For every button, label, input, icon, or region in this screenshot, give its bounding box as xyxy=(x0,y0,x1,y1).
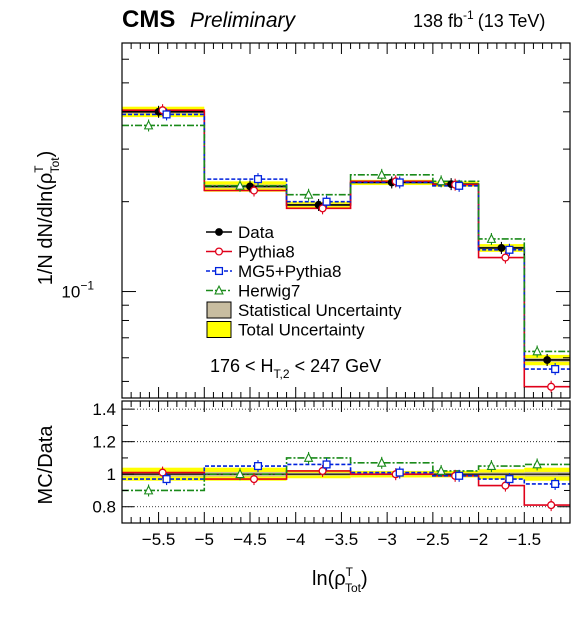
ratio-marker-mg5-pythia8 xyxy=(505,475,514,484)
marker-herwig7 xyxy=(436,175,446,186)
ratio-line-herwig7 xyxy=(122,457,570,492)
ratio-y-tick-label: 0.8 xyxy=(92,498,116,517)
legend-label-data: Data xyxy=(238,223,274,242)
marker-herwig7 xyxy=(235,180,245,190)
ratio-marker-herwig7 xyxy=(436,465,446,475)
marker-mg5-pythia8 xyxy=(455,181,464,190)
ratio-marker-mg5-pythia8 xyxy=(162,475,171,484)
marker-herwig7 xyxy=(486,233,497,243)
marker-pythia8 xyxy=(318,204,327,213)
legend-marker-herwig7 xyxy=(214,284,224,295)
ratio-y-tick-label: 1.2 xyxy=(92,433,116,452)
x-tick-label: −1.5 xyxy=(508,530,542,549)
ratio-y-tick-label: 1 xyxy=(107,465,116,484)
marker-mg5-pythia8 xyxy=(551,365,560,374)
ratio-marker-pythia8 xyxy=(501,481,510,490)
main-plot-frame xyxy=(121,42,571,399)
legend-label-pythia8: Pythia8 xyxy=(238,243,295,262)
marker-mg5-pythia8 xyxy=(505,245,514,254)
luminosity-exponent: -1 xyxy=(463,8,474,22)
marker-mg5-pythia8 xyxy=(253,175,263,184)
ratio-marker-herwig7 xyxy=(143,484,154,495)
ratio-marker-herwig7 xyxy=(532,458,542,469)
ratio-line-mg5-pythia8 xyxy=(122,463,570,485)
ht-range-sub: T,2 xyxy=(274,367,290,381)
ratio-marker-mg5-pythia8 xyxy=(253,462,263,471)
experiment-label: CMS xyxy=(122,6,175,33)
ht-range-lead: 176 < H xyxy=(210,356,274,376)
marker-herwig7 xyxy=(532,345,542,356)
main-y-tick-base: 10 xyxy=(61,283,80,302)
x-tick-label: −2 xyxy=(469,530,488,549)
marker-herwig7 xyxy=(303,189,314,199)
ratio-y-axis-title: MC/Data xyxy=(35,425,57,505)
x-label-close: ) xyxy=(361,568,368,590)
ratio-plot-frame xyxy=(121,400,571,524)
legend-marker-mg5-pythia8 xyxy=(214,266,224,276)
marker-mg5-pythia8 xyxy=(322,197,331,206)
legend-swatch-total-uncertainty xyxy=(206,321,232,338)
x-label-sup: T xyxy=(346,565,354,579)
main-y-tick-label: 10−1 xyxy=(61,279,94,302)
legend-marker-data xyxy=(215,228,223,236)
legend-label-mg5-pythia8: MG5+Pythia8 xyxy=(238,262,341,281)
marker-mg5-pythia8 xyxy=(395,178,404,187)
main-y-tick-exp: −1 xyxy=(80,279,94,293)
ratio-marker-pythia8 xyxy=(249,475,259,484)
ratio-marker-herwig7 xyxy=(376,457,387,467)
marker-pythia8 xyxy=(501,253,510,262)
x-tick-label: −4 xyxy=(286,530,305,549)
legend-marker-pythia8 xyxy=(214,247,224,256)
x-tick-label: −5.5 xyxy=(142,530,176,549)
hist-line-herwig7 xyxy=(122,124,570,353)
ratio-marker-mg5-pythia8 xyxy=(395,468,404,477)
ratio-marker-pythia8 xyxy=(158,468,167,477)
x-label: ln(ρ xyxy=(312,568,346,590)
energy-label: (13 TeV) xyxy=(478,11,546,31)
marker-pythia8 xyxy=(547,382,556,391)
main-y-label-sup: T xyxy=(32,165,46,173)
x-label-sub: Tot xyxy=(345,581,362,595)
x-tick-label: −5 xyxy=(195,530,214,549)
luminosity-value: 138 fb xyxy=(413,11,463,31)
x-tick-label: −3.5 xyxy=(325,530,359,549)
ratio-marker-herwig7 xyxy=(303,452,314,462)
ht-range-tail: < 247 GeV xyxy=(290,356,382,376)
marker-data xyxy=(543,356,552,364)
ht-range-annotation: 176 < HT,2 < 247 GeV xyxy=(210,356,381,381)
main-y-label-sub: Tot xyxy=(48,157,62,174)
marker-mg5-pythia8 xyxy=(162,110,171,119)
luminosity-label: 138 fb-1 (13 TeV) xyxy=(413,8,545,31)
main-y-label: 1/N dN/dln(ρ xyxy=(35,173,57,286)
x-axis-title: ln(ρT Tot) xyxy=(312,565,368,595)
legend-label-total-uncertainty: Total Uncertainty xyxy=(238,321,365,340)
x-tick-label: −4.5 xyxy=(233,530,267,549)
ratio-marker-herwig7 xyxy=(486,460,497,471)
ratio-marker-mg5-pythia8 xyxy=(322,460,331,469)
ratio-marker-mg5-pythia8 xyxy=(455,471,464,480)
main-y-axis-title: 1/N dN/dln(ρT Tot) xyxy=(32,151,62,286)
ratio-marker-pythia8 xyxy=(547,501,556,510)
marker-data xyxy=(497,244,506,252)
status-label: Preliminary xyxy=(190,9,297,32)
legend-label-statistical-uncertainty: Statistical Uncertainty xyxy=(238,301,402,320)
marker-pythia8 xyxy=(249,186,259,195)
legend-label-herwig7: Herwig7 xyxy=(238,282,300,301)
ratio-marker-herwig7 xyxy=(235,468,245,479)
main-y-label-close: ) xyxy=(35,151,57,158)
ratio-y-tick-label: 1.4 xyxy=(92,400,116,419)
ratio-marker-pythia8 xyxy=(318,466,327,475)
marker-herwig7 xyxy=(376,169,387,179)
ratio-marker-mg5-pythia8 xyxy=(551,479,560,489)
x-tick-label: −3 xyxy=(377,530,396,549)
marker-herwig7 xyxy=(143,119,154,130)
x-tick-label: −2.5 xyxy=(416,530,450,549)
legend-swatch-statistical-uncertainty xyxy=(206,301,232,319)
